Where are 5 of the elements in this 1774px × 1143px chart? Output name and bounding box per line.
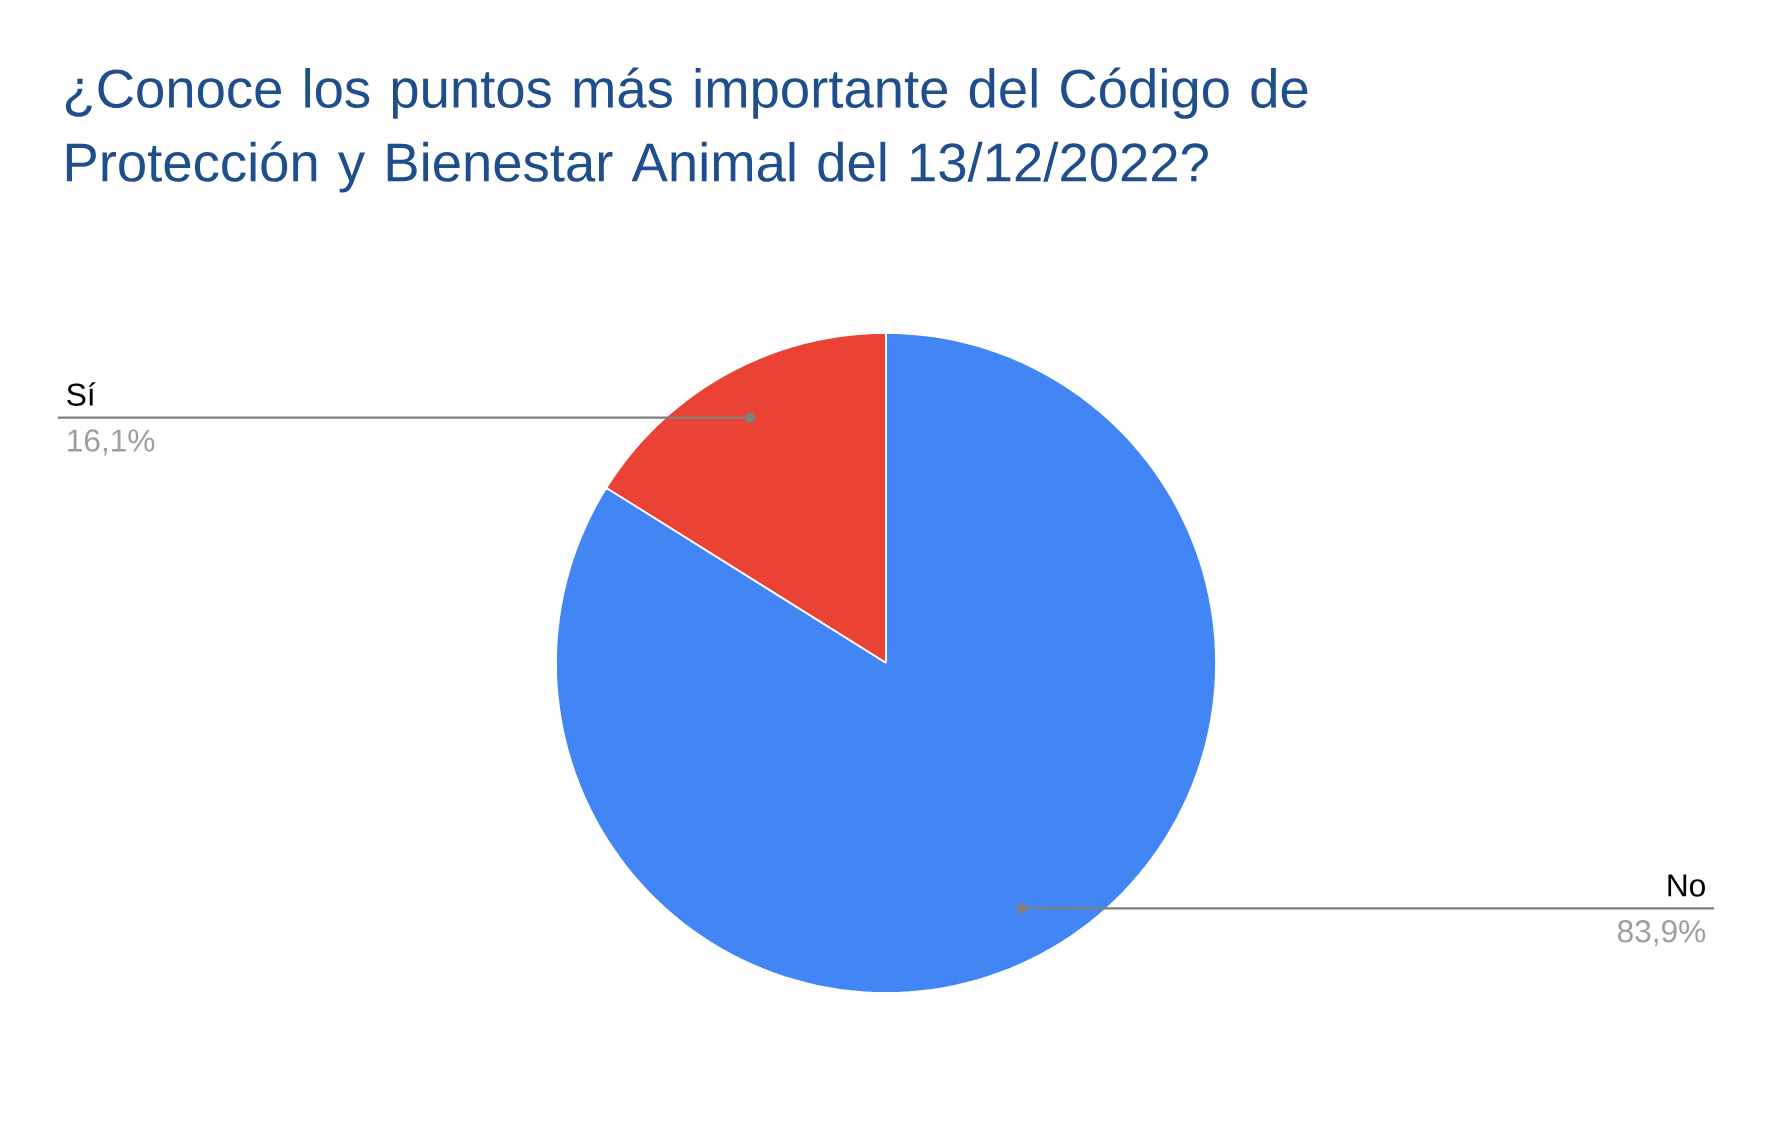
slice-label: No bbox=[1668, 874, 1705, 897]
chart-title: ¿Conoce los puntos más importante del Código de Protección y Bienestar Animal del 13/12/2022? bbox=[65, 67, 1308, 193]
data-label: 16,1% bbox=[68, 429, 155, 456]
data-label: 83,9% bbox=[1617, 920, 1706, 947]
slice-label: Sí bbox=[67, 382, 96, 406]
